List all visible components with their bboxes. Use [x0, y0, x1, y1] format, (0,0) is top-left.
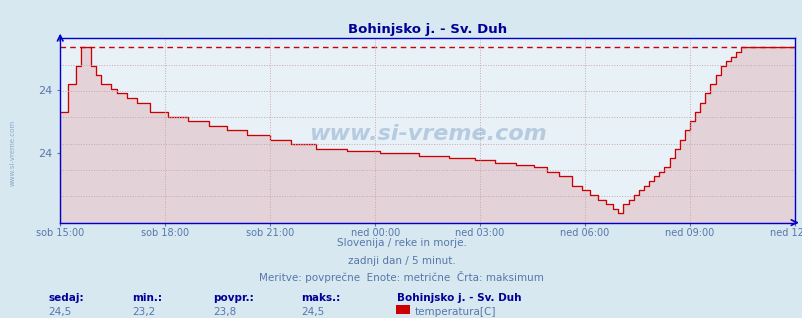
Text: 23,8: 23,8	[213, 307, 236, 317]
Text: temperatura[C]: temperatura[C]	[414, 307, 495, 317]
Text: maks.:: maks.:	[301, 293, 340, 302]
Text: 24,5: 24,5	[48, 307, 71, 317]
Text: Bohinjsko j. - Sv. Duh: Bohinjsko j. - Sv. Duh	[397, 293, 521, 302]
Text: zadnji dan / 5 minut.: zadnji dan / 5 minut.	[347, 256, 455, 266]
Text: povpr.:: povpr.:	[213, 293, 253, 302]
Text: sedaj:: sedaj:	[48, 293, 83, 302]
Text: www.si-vreme.com: www.si-vreme.com	[10, 120, 15, 186]
Text: 23,2: 23,2	[132, 307, 156, 317]
Text: www.si-vreme.com: www.si-vreme.com	[308, 124, 546, 144]
Text: Slovenija / reke in morje.: Slovenija / reke in morje.	[336, 238, 466, 248]
Title: Bohinjsko j. - Sv. Duh: Bohinjsko j. - Sv. Duh	[347, 23, 507, 36]
Text: 24,5: 24,5	[301, 307, 324, 317]
Text: min.:: min.:	[132, 293, 162, 302]
Text: Meritve: povprečne  Enote: metrične  Črta: maksimum: Meritve: povprečne Enote: metrične Črta:…	[259, 272, 543, 283]
